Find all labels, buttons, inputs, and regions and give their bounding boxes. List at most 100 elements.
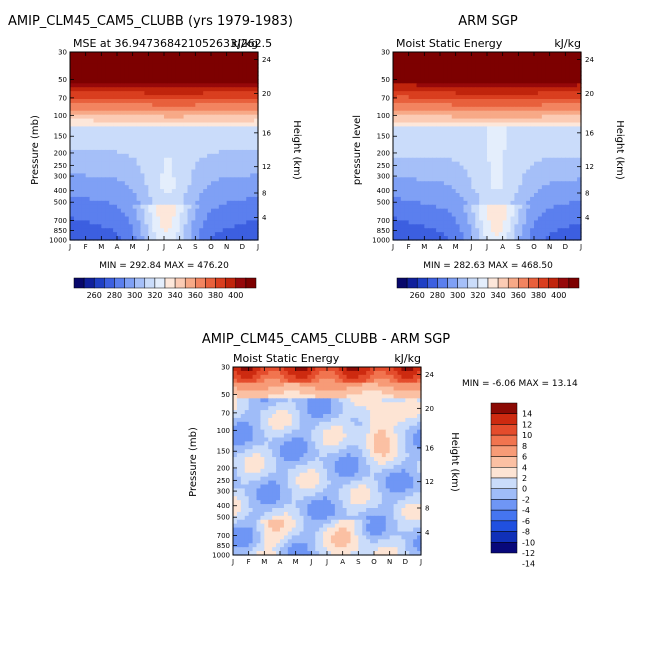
obs-cell [393, 67, 398, 73]
obs-cell [573, 173, 578, 178]
obs-cell [522, 196, 527, 202]
model-cell [175, 83, 181, 88]
obs-cell [459, 138, 465, 143]
obs-cell [514, 181, 519, 186]
model-cell [238, 138, 243, 143]
model-cell [230, 181, 236, 186]
obs-cell [537, 204, 543, 210]
model-cell [70, 181, 75, 186]
obs-cell [404, 52, 410, 57]
model-cell [246, 142, 251, 147]
obs-cell [573, 181, 578, 186]
diff-cell [385, 367, 391, 372]
model-cell [238, 208, 243, 214]
model-cell [109, 126, 114, 131]
model-cell [218, 126, 224, 131]
obs-cell [443, 95, 449, 100]
obs-cell [577, 185, 582, 190]
obs-cell [432, 212, 437, 218]
model-cell [109, 189, 114, 194]
obs-cell [490, 232, 496, 237]
obs-cell [541, 102, 547, 108]
model-cell [85, 134, 91, 139]
obs-cell [396, 216, 402, 222]
obs-cell [518, 193, 523, 198]
obs-cell [408, 165, 414, 171]
model-cell [234, 232, 240, 237]
obs-cell [400, 63, 406, 69]
model-cell [144, 208, 149, 214]
obs-cell [522, 91, 527, 96]
obs-cell [545, 177, 551, 182]
obs-cell [530, 91, 535, 96]
obs-cell [553, 165, 559, 171]
model-cell [203, 169, 208, 175]
obs-cell [483, 189, 488, 194]
model-cell [101, 157, 106, 163]
obs-cell [541, 204, 547, 210]
model-cell [128, 204, 134, 210]
model-cell [179, 189, 185, 194]
model-cell [179, 149, 185, 155]
diff-cell [299, 370, 305, 376]
model-cell [230, 216, 236, 222]
model-cell [222, 114, 228, 120]
obs-cell [530, 71, 535, 77]
obs-cell [436, 208, 441, 214]
obs-cell [436, 122, 441, 128]
model-cell [230, 138, 236, 143]
obs-cell [459, 149, 465, 155]
model-cell [89, 196, 95, 202]
model-cell [222, 216, 228, 222]
model-cell [238, 177, 243, 182]
model-cell [191, 193, 196, 198]
model-cell [175, 114, 181, 120]
model-cell [140, 52, 146, 57]
model-cell [132, 83, 138, 88]
obs-cell [494, 146, 500, 151]
model-cell [199, 118, 204, 124]
obs-cell [479, 157, 484, 163]
diff-cell [240, 374, 246, 380]
obs-cell [522, 130, 527, 135]
obs-cell [541, 134, 547, 139]
model-cell [230, 177, 236, 182]
model-cell [89, 146, 95, 151]
model-cell [105, 134, 110, 139]
obs-cell [404, 146, 410, 151]
model-cell [191, 102, 196, 108]
obs-cell [459, 228, 465, 233]
model-cell [117, 91, 122, 96]
obs-cell [396, 83, 402, 88]
model-cell [195, 189, 200, 194]
obs-cell [400, 67, 406, 73]
obs-cell [577, 87, 582, 92]
model-cell [222, 177, 228, 182]
obs-cell [561, 161, 566, 167]
obs-cell [487, 212, 492, 218]
obs-cell [573, 55, 578, 61]
model-cell [187, 185, 193, 190]
model-cell [124, 130, 130, 135]
obs-cell [416, 71, 422, 77]
obs-cell [400, 181, 406, 186]
obs-cell [498, 63, 504, 69]
model-cell [105, 126, 110, 131]
obs-cell [400, 204, 406, 210]
obs-cell [549, 79, 555, 84]
obs-cell [502, 181, 508, 186]
model-cell [222, 63, 228, 69]
obs-cell [451, 95, 457, 100]
obs-cell [494, 204, 500, 210]
model-xtick-label: J [146, 243, 149, 251]
obs-cell [553, 52, 559, 57]
obs-cell [534, 102, 539, 108]
obs-cell [416, 91, 422, 96]
obs-cell [534, 193, 539, 198]
obs-cell [467, 67, 472, 73]
model-cell [171, 110, 177, 116]
obs-cell [490, 79, 496, 84]
obs-cell [537, 153, 543, 159]
model-cell [140, 200, 146, 206]
model-cell [81, 126, 87, 131]
